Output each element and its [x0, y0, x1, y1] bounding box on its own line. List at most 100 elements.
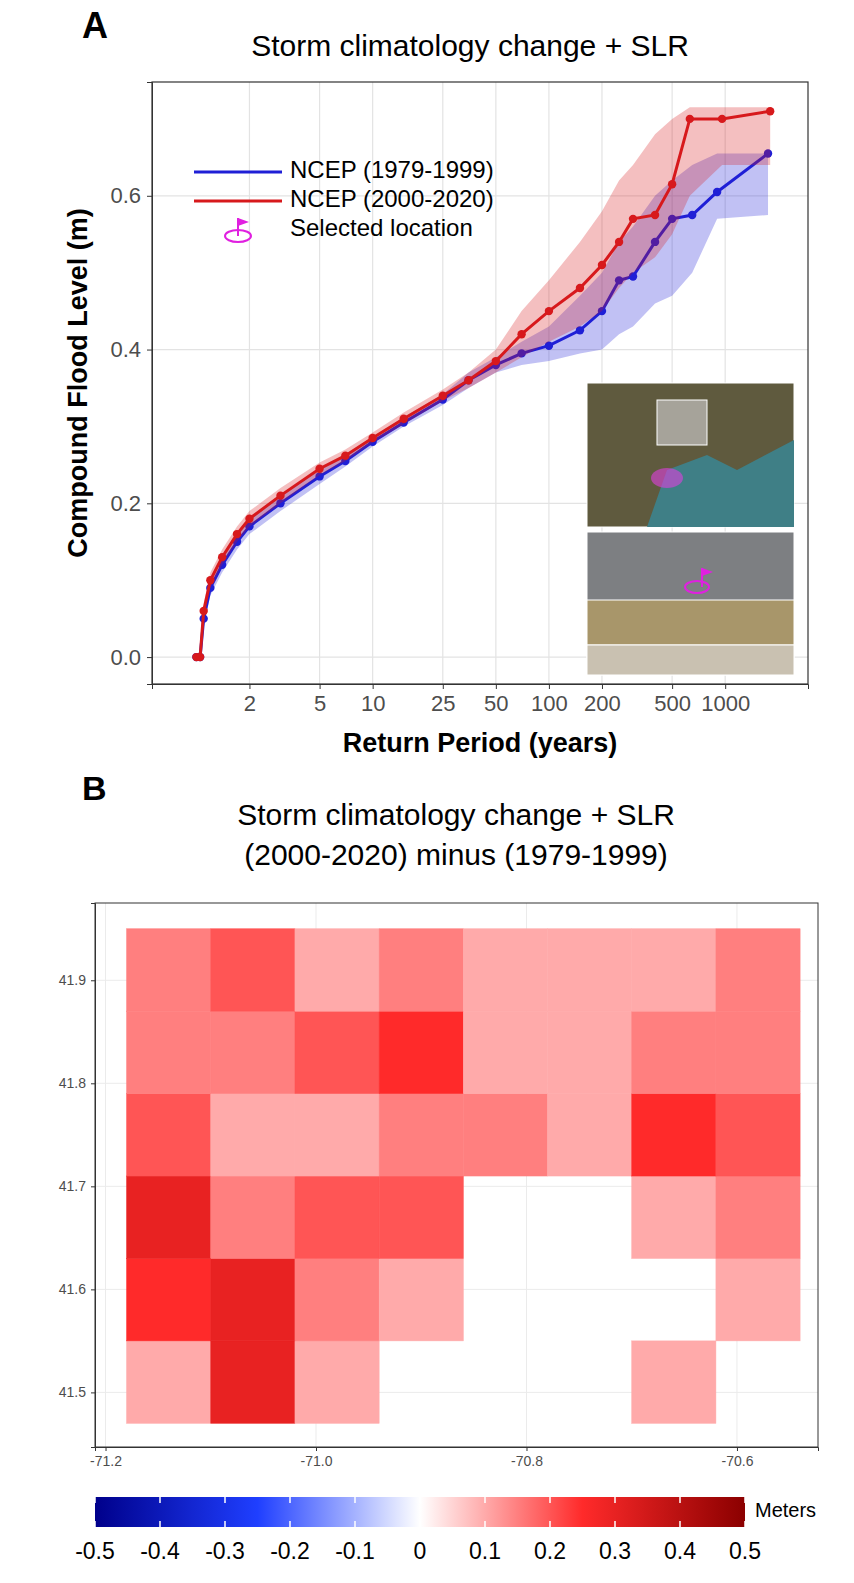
series-point [199, 607, 207, 615]
tick-mark [91, 980, 95, 981]
grid-line [495, 82, 496, 684]
plot-frame [95, 903, 818, 1447]
tick-mark [147, 350, 152, 351]
colorbar-tick [484, 1521, 486, 1527]
tick-mark [549, 684, 550, 689]
heat-cell [127, 1176, 211, 1258]
tick-label: 41.5 [59, 1384, 86, 1400]
heat-cell [295, 1176, 379, 1258]
series-point [718, 115, 726, 123]
series-point [615, 238, 623, 246]
tick: 41.7 [59, 1178, 95, 1194]
grid-line [105, 903, 106, 1447]
colorbar-tick [744, 1497, 746, 1503]
inset-flag [702, 568, 713, 576]
tick: 41.8 [59, 1075, 95, 1091]
series-point [492, 357, 500, 365]
heat-cell [548, 1094, 632, 1176]
heat-cell [632, 1094, 716, 1176]
tick-label: -70.8 [511, 1453, 543, 1469]
series-point [651, 211, 659, 219]
colorbar-tick-label: 0.5 [729, 1538, 761, 1564]
heat-cell [632, 929, 716, 1011]
tick-mark [737, 1447, 738, 1451]
tick: 10 [361, 684, 385, 716]
heat-cell [127, 929, 211, 1011]
axis-line [91, 904, 96, 1448]
tick-mark [147, 503, 152, 504]
tick-label: 500 [654, 691, 691, 716]
tick-mark [496, 684, 497, 689]
heat-cell [463, 929, 547, 1011]
plot-background [152, 82, 808, 684]
heat-cell [716, 1176, 800, 1258]
plot-frame [152, 82, 808, 684]
inset-shore [587, 645, 794, 675]
colorbar: -0.5-0.4-0.3-0.2-0.100.10.20.30.40.5Mete… [75, 1497, 816, 1564]
heat-cell [716, 1011, 800, 1093]
heat-cell [379, 1258, 463, 1340]
grid [95, 903, 818, 1447]
colorbar-tick [224, 1521, 226, 1527]
legend-swatch [194, 171, 282, 174]
colorbar-tick-label: -0.2 [270, 1538, 310, 1564]
tick: 41.6 [59, 1281, 95, 1297]
tick-label: 0.0 [110, 645, 141, 670]
series-point [545, 307, 553, 315]
heat-cell [548, 929, 632, 1011]
heat-cell [379, 1011, 463, 1093]
tick-label: 41.7 [59, 1178, 86, 1194]
series-point [576, 284, 584, 292]
tick: 0.4 [110, 337, 152, 362]
series-point [668, 180, 676, 188]
tick-mark [91, 1392, 95, 1393]
series-point [368, 434, 376, 442]
colorbar-tick [744, 1521, 746, 1527]
colorbar-tick [419, 1497, 421, 1503]
tick: 41.9 [59, 972, 95, 988]
series-point [686, 115, 694, 123]
series-point [196, 653, 204, 661]
heat-cell [211, 1258, 295, 1340]
tick: 41.5 [59, 1384, 95, 1400]
tick-label: 1000 [701, 691, 750, 716]
grid-line [152, 349, 808, 350]
tick-label: 2 [244, 691, 256, 716]
series-point [517, 330, 525, 338]
heat-cell [463, 1011, 547, 1093]
colorbar-ramp [95, 1497, 745, 1527]
tick-label: 200 [584, 691, 621, 716]
y-axis-title: Compound Flood Level (m) [63, 208, 93, 557]
tick: 0.2 [110, 491, 152, 516]
inset-map [587, 383, 794, 527]
heat-cell [379, 929, 463, 1011]
colorbar-tick [549, 1497, 551, 1503]
colorbar-tick [549, 1521, 551, 1527]
tick-label: -71.0 [301, 1453, 333, 1469]
inset-water [647, 440, 794, 527]
legend: NCEP (1979-1999)NCEP (2000-2020)Selected… [194, 156, 494, 242]
tick-label: 0.6 [110, 183, 141, 208]
series-point [276, 491, 284, 499]
heat-cell [295, 929, 379, 1011]
inset-photo [587, 532, 794, 675]
colorbar-title: Meters [755, 1499, 816, 1521]
heat-cell [127, 1258, 211, 1340]
heat-cell [716, 929, 800, 1011]
colorbar-tick-label: 0 [414, 1538, 427, 1564]
tick: 0.0 [110, 645, 152, 670]
annotation: Selected location [290, 214, 473, 241]
heat-cell [295, 1094, 379, 1176]
plot-data [127, 929, 801, 1424]
legend-label: NCEP (1979-1999) [290, 156, 494, 183]
heat-cell [211, 1094, 295, 1176]
colorbar-tick-label: -0.1 [335, 1538, 375, 1564]
inset-grass [587, 600, 794, 645]
tick-mark [91, 1289, 95, 1290]
series-point [218, 553, 226, 561]
grid [152, 82, 808, 684]
grid-line [548, 82, 549, 684]
colorbar-tick [224, 1497, 226, 1503]
colorbar-tick [159, 1497, 161, 1503]
axis-line [153, 685, 809, 690]
